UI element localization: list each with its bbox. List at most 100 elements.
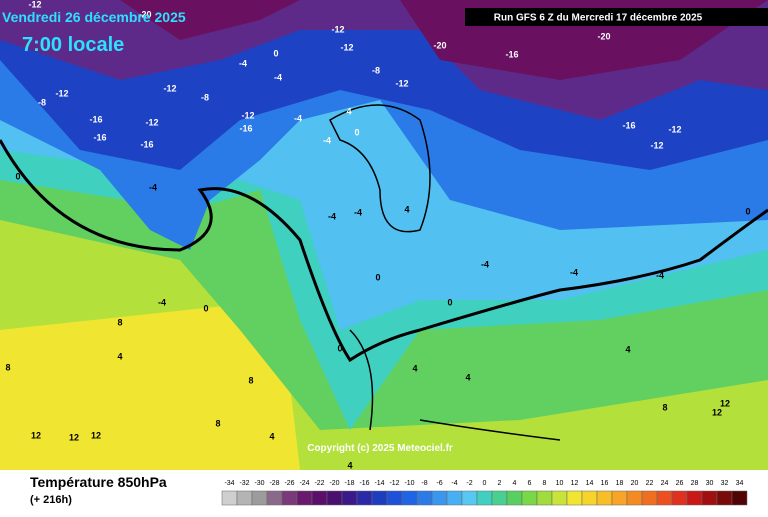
- contour-label: 12: [91, 430, 101, 440]
- contour-label: -4: [239, 58, 247, 68]
- contour-label: -4: [354, 207, 362, 217]
- contour-label: -8: [201, 92, 209, 102]
- contour-label: -4: [149, 182, 157, 192]
- contour-label: -12: [28, 0, 41, 9]
- contour-label: 8: [5, 362, 10, 372]
- scale-swatch: [506, 490, 523, 506]
- scale-swatch: [701, 490, 718, 506]
- scale-swatch: [326, 490, 343, 506]
- contour-label: -8: [38, 97, 46, 107]
- scale-swatch: [251, 490, 268, 506]
- color-scale: -34 -32 -30 -28 -26 -24 -22 -20 -18 -16 -14 -12 -10-…: [221, 480, 748, 506]
- scale-swatch: [431, 490, 448, 506]
- contour-label: -12: [340, 42, 353, 52]
- copyright: Copyright (c) 2025 Meteociel.fr: [307, 443, 453, 454]
- contour-label: 8: [215, 418, 220, 428]
- contour-labels: -12 -20 -12 -12 -20 -16 -20 -12 -8 -12 -8 -4 0 -4 -8 -1…: [5, 0, 750, 470]
- contour-label: 8: [248, 375, 253, 385]
- scale-swatch: [221, 490, 238, 506]
- contour-label: 0: [273, 48, 278, 58]
- contour-label: 4: [465, 372, 470, 382]
- run-info: Run GFS 6 Z du Mercredi 17 décembre 2025: [494, 13, 703, 24]
- scale-swatch: [446, 490, 463, 506]
- scale-label: -18: [344, 480, 354, 487]
- contour-label: -4: [294, 113, 302, 123]
- scale-label: 0: [483, 480, 487, 487]
- contour-label: 0: [337, 343, 342, 353]
- scale-label: 22: [646, 480, 654, 487]
- scale-label: 12: [571, 480, 579, 487]
- scale-label: -12: [389, 480, 399, 487]
- scale-label: 20: [631, 480, 639, 487]
- contour-label: -20: [597, 31, 610, 41]
- scale-swatch: [551, 490, 568, 506]
- scale-swatch: [491, 490, 508, 506]
- contour-label: 0: [375, 272, 380, 282]
- contour-label: 0: [15, 171, 20, 181]
- scale-swatch: [536, 490, 553, 506]
- run-banner: [465, 8, 768, 26]
- contour-label: -16: [505, 49, 518, 59]
- contour-label: 0: [745, 206, 750, 216]
- scale-label: 14: [586, 480, 594, 487]
- scale-label: -14: [374, 480, 384, 487]
- scale-swatch: [461, 490, 478, 506]
- scale-label: 32: [721, 480, 729, 487]
- scale-label: 18: [616, 480, 624, 487]
- contour-label: 0: [203, 303, 208, 313]
- contour-label: 0: [447, 297, 452, 307]
- scale-swatch: [356, 490, 373, 506]
- contour-label: -12: [241, 110, 254, 120]
- contour-label: -12: [55, 88, 68, 98]
- scale-swatch: [626, 490, 643, 506]
- contour-label: -16: [93, 132, 106, 142]
- contour-label: -4: [158, 297, 166, 307]
- scale-label: -32: [239, 480, 249, 487]
- contour-label: -8: [372, 65, 380, 75]
- scale-label: 4: [513, 480, 517, 487]
- contour-label: 4: [269, 431, 274, 441]
- scale-label: 34: [736, 480, 744, 487]
- contour-label: 4: [347, 460, 352, 470]
- scale-swatch: [341, 490, 358, 506]
- scale-swatch: [386, 490, 403, 506]
- scale-swatch: [476, 490, 493, 506]
- scale-label: -2: [466, 480, 472, 487]
- scale-label: 30: [706, 480, 714, 487]
- scale-swatch: [611, 490, 628, 506]
- contour-label: -16: [89, 114, 102, 124]
- contour-label: 0: [354, 127, 359, 137]
- contour-label: -12: [650, 140, 663, 150]
- contour-label: -4: [481, 259, 489, 269]
- contour-label: -4: [274, 72, 282, 82]
- valid-date: Vendredi 26 décembre 2025: [2, 9, 186, 25]
- scale-label: -30: [254, 480, 264, 487]
- scale-swatch: [521, 490, 538, 506]
- scale-label: 8: [543, 480, 547, 487]
- scale-label: -26: [284, 480, 294, 487]
- scale-swatch: [236, 490, 253, 506]
- scale-swatch: [296, 490, 313, 506]
- scale-label: -4: [451, 480, 457, 487]
- zero-isotherm: [0, 139, 768, 363]
- scale-label: 26: [676, 480, 684, 487]
- scale-swatch: [731, 490, 748, 506]
- scale-swatch: [596, 490, 613, 506]
- contour-label: -16: [622, 120, 635, 130]
- contour-label: 8: [117, 317, 122, 327]
- scale-label: -22: [314, 480, 324, 487]
- scale-swatch: [371, 490, 388, 506]
- map: -12 -20 -12 -12 -20 -16 -20 -12 -8 -12 -8 -4 0 -4 -8 -1…: [0, 0, 768, 470]
- scale-label: 16: [601, 480, 609, 487]
- contour-label: -12: [668, 124, 681, 134]
- contour-label: -20: [433, 40, 446, 50]
- contour-label: -4: [328, 211, 336, 221]
- scale-swatch: [266, 490, 283, 506]
- contour-label: -4: [570, 267, 578, 277]
- scale-swatch: [686, 490, 703, 506]
- scale-label: -20: [329, 480, 339, 487]
- scale-swatch: [671, 490, 688, 506]
- scale-swatch: [656, 490, 673, 506]
- contour-label: 4: [346, 106, 351, 116]
- scale-label: -8: [421, 480, 427, 487]
